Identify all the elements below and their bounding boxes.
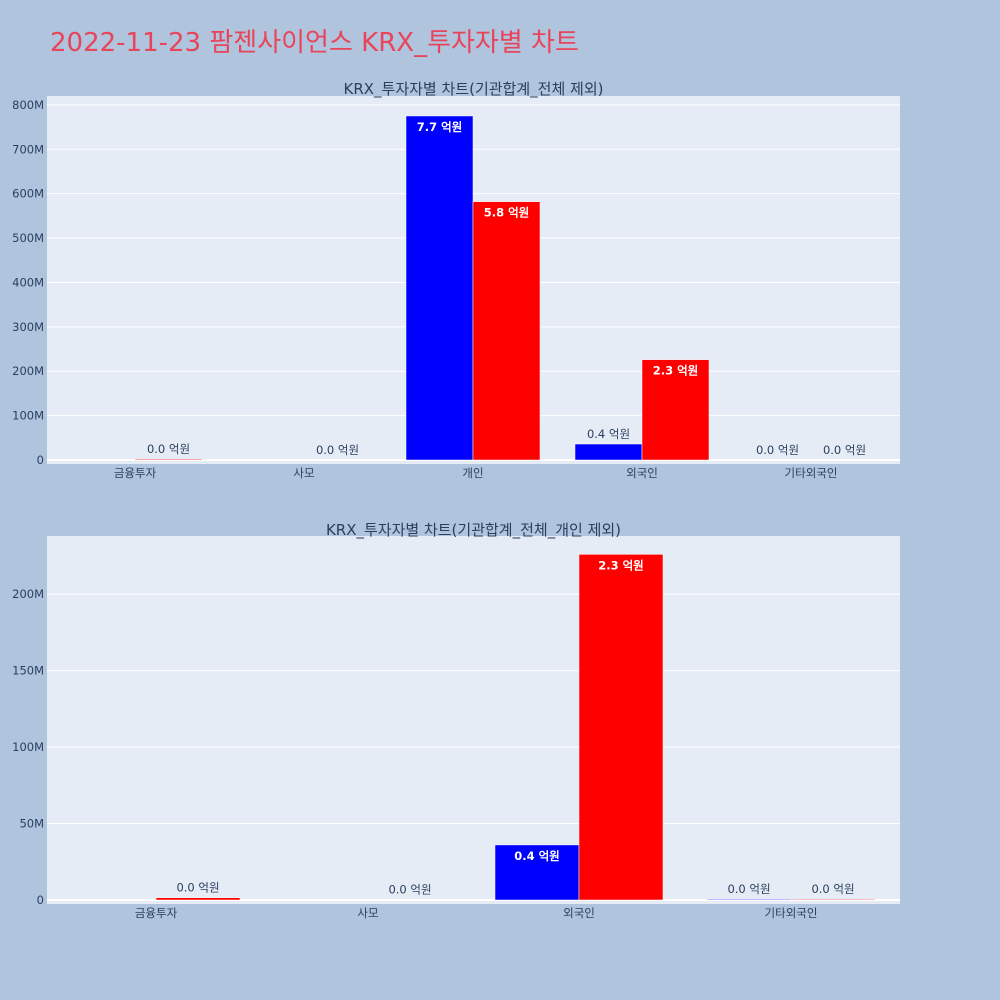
x-tick-label: 금융투자	[135, 906, 178, 920]
y-tick-label: 0	[37, 893, 44, 907]
bar-label: 0.0 억원	[823, 443, 866, 457]
bar-label: 0.0 억원	[756, 443, 799, 457]
bar-label: 0.0 억원	[316, 443, 359, 457]
bar	[790, 898, 876, 901]
bar-label: 2.3 억원	[598, 558, 644, 572]
chart-title: KRX_투자자별 차트(기관합계_전체_개인 제외)	[326, 521, 621, 540]
y-tick-label: 50M	[19, 817, 44, 831]
y-tick-label: 0	[37, 453, 44, 467]
bar-label: 0.4 억원	[587, 427, 630, 441]
x-tick-label: 사모	[357, 906, 378, 920]
bar	[494, 844, 580, 901]
y-tick-label: 400M	[12, 275, 44, 289]
bar-label: 2.3 억원	[653, 364, 699, 378]
y-tick-label: 600M	[12, 187, 44, 201]
y-tick-label: 200M	[12, 364, 44, 378]
y-tick-label: 500M	[12, 231, 44, 245]
bar	[706, 898, 792, 901]
chart-panel-1: 0 100M 200M 300M 400M 500M 600M 700M 800M KRX_투자자…	[12, 80, 900, 480]
bar	[405, 115, 474, 461]
x-tick-label: 외국인	[563, 906, 595, 920]
bar-label: 0.4 억원	[514, 849, 560, 863]
chart-title: KRX_투자자별 차트(기관합계_전체 제외)	[344, 80, 604, 99]
bar-label: 0.0 억원	[147, 442, 190, 456]
y-tick-label: 300M	[12, 320, 44, 334]
x-tick-label: 사모	[293, 466, 314, 480]
bar	[472, 201, 541, 461]
bar	[155, 897, 241, 901]
y-tick-label: 100M	[12, 740, 44, 754]
bar	[641, 359, 710, 461]
bar	[578, 554, 664, 901]
bar	[134, 458, 203, 461]
y-tick-label: 150M	[12, 664, 44, 678]
x-tick-label: 개인	[462, 466, 483, 480]
page-title: 2022-11-23 팜젠사이언스 KRX_투자자별 차트	[50, 28, 579, 58]
x-tick-label: 외국인	[626, 466, 658, 480]
bar-label: 7.7 억원	[417, 120, 463, 134]
y-tick-label: 700M	[12, 142, 44, 156]
bar-label: 0.0 억원	[388, 883, 431, 897]
bar	[574, 443, 643, 461]
y-tick-label: 200M	[12, 587, 44, 601]
x-tick-label: 기타외국인	[765, 906, 818, 920]
x-tick-label: 기타외국인	[785, 466, 838, 480]
bar-label: 0.0 억원	[727, 882, 770, 896]
y-tick-label: 800M	[12, 98, 44, 112]
x-tick-label: 금융투자	[114, 466, 157, 480]
plot-background	[47, 536, 900, 904]
bar-label: 0.0 억원	[176, 881, 219, 895]
bar-label: 0.0 억원	[811, 882, 854, 896]
chart-panel-2: 0 50M 100M 150M 200M KRX_투자자별 차트(기관합계_전체_개인 제…	[12, 521, 900, 920]
y-tick-label: 100M	[12, 409, 44, 423]
bar-label: 5.8 억원	[484, 206, 530, 220]
